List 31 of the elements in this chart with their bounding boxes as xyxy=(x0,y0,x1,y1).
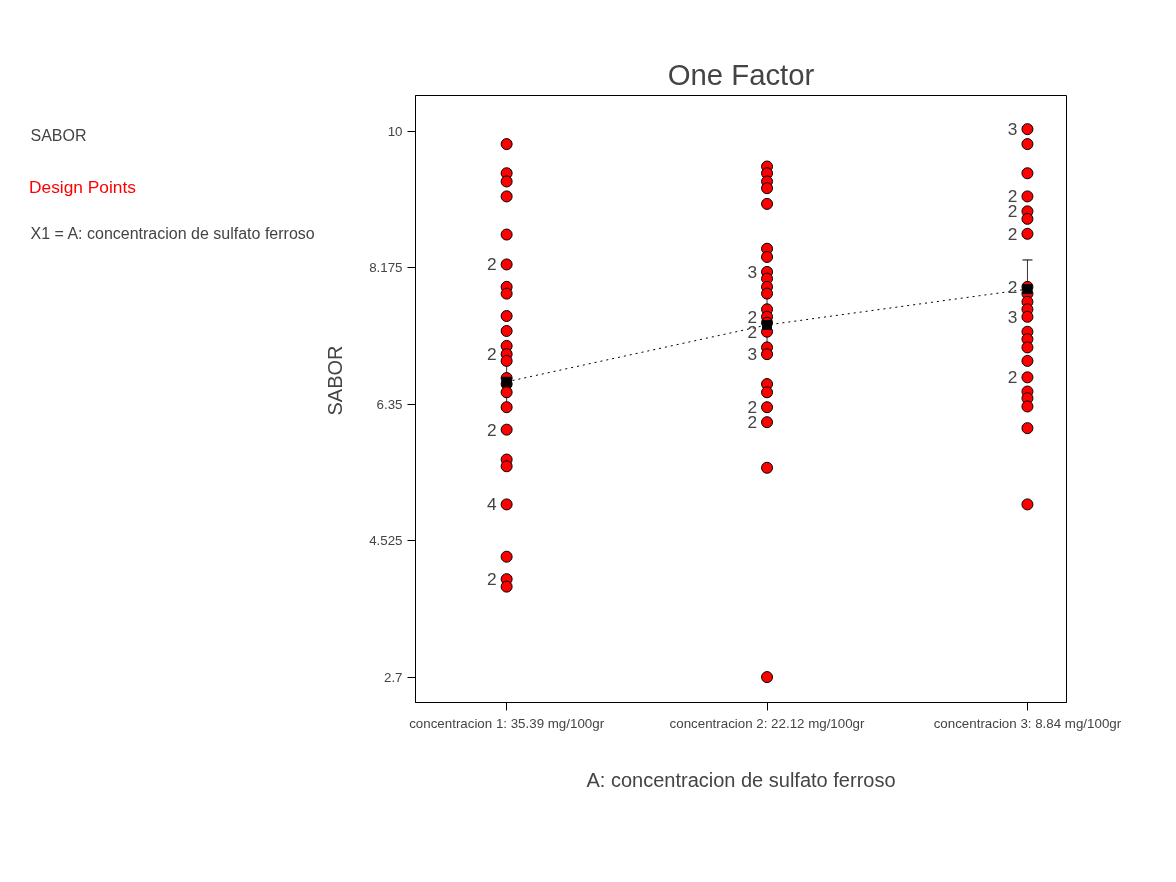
text: X1 = A: concentracion de sulfato ferroso xyxy=(30,225,315,242)
annotation: 2 xyxy=(747,306,758,327)
y-axis-title: SABOR xyxy=(323,345,346,416)
x-tick-label: concentracion 1: 35.39 mg/100gr xyxy=(409,715,605,731)
annotation: 2 xyxy=(747,412,758,433)
annotation: 2 xyxy=(487,344,497,365)
annotation: 3 xyxy=(1007,119,1018,140)
annotation: 3 xyxy=(747,344,758,365)
x-axis-title: A: concentracion de sulfato ferroso xyxy=(586,768,896,791)
annotation: 2 xyxy=(1007,276,1018,297)
point xyxy=(1022,284,1033,295)
chart-title: One Factor xyxy=(667,57,815,91)
annotation: 2 xyxy=(487,254,497,275)
annotation: 2 xyxy=(1007,201,1018,222)
y-tick-label: 8.175 xyxy=(369,260,403,276)
text: Design Points xyxy=(29,177,136,198)
y-tick-label: 10 xyxy=(387,123,403,139)
text: SABOR xyxy=(30,127,87,144)
annotation: 3 xyxy=(747,261,758,282)
y-tick-label: 6.35 xyxy=(376,396,403,412)
annotation: 3 xyxy=(1007,306,1018,327)
annotation: 2 xyxy=(1007,223,1018,244)
x-tick-label: concentracion 2: 22.12 mg/100gr xyxy=(669,715,866,731)
y-tick-label: 4.525 xyxy=(369,533,403,549)
y-tick-label: 2.7 xyxy=(383,669,403,685)
annotation: 4 xyxy=(487,494,497,515)
annotation: 2 xyxy=(1007,367,1018,388)
point xyxy=(501,376,512,387)
annotation: 2 xyxy=(487,569,497,590)
x-tick-label: concentracion 3: 8.84 mg/100gr xyxy=(933,715,1122,731)
annotation: 2 xyxy=(487,419,497,440)
